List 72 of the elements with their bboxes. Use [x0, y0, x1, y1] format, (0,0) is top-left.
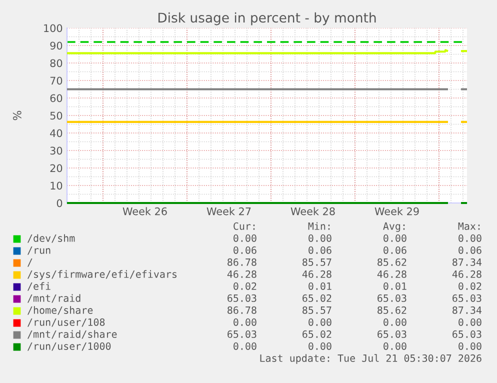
y-tick-label: 30 [50, 146, 62, 155]
text: 0.06 [458, 246, 482, 254]
text: 0.06 [384, 246, 406, 254]
text: 0.00 [458, 318, 482, 326]
legend-label: /run/user/108 [28, 318, 105, 327]
text: 0.00 [384, 234, 406, 242]
text: 0.00 [384, 318, 406, 326]
text: 65.03 [378, 294, 406, 302]
y-tick-label: 40 [50, 129, 62, 138]
text: 86.78 [228, 306, 256, 314]
text: 0.06 [234, 246, 256, 254]
legend-label: /mnt/raid [28, 294, 80, 303]
chart-title: Disk usage in percent - by month [158, 12, 376, 26]
y-tick-label: 0 [56, 199, 62, 208]
legend-label: /run/user/1000 [28, 342, 111, 351]
text: 0.02 [458, 282, 482, 290]
y-tick-label: 50 [50, 112, 62, 120]
text: 46.28 [377, 270, 406, 278]
text: 87.34 [452, 258, 482, 266]
text: 0.06 [308, 246, 332, 254]
text: 65.03 [378, 330, 406, 338]
y-tick-label: 60 [50, 94, 62, 102]
text: Last update: Tue Jul 21 05:30:07 2026 [260, 354, 482, 364]
legend-label: /sys/firmware/efi/efivars [28, 270, 177, 280]
text: Min: [308, 222, 330, 230]
text: 87.34 [452, 306, 482, 314]
text: 0.00 [234, 318, 256, 326]
x-tick-label: Week 29 [374, 207, 419, 216]
text: 65.03 [452, 294, 482, 302]
legend-label: /run [28, 246, 50, 255]
text: 85.62 [378, 306, 406, 314]
text: 0.00 [458, 234, 482, 242]
legend-label: /home/share [28, 306, 93, 315]
text: 0.00 [308, 342, 332, 350]
legend-label: /efi [28, 282, 50, 291]
text: 0.00 [458, 342, 482, 350]
text: 85.57 [302, 306, 332, 314]
text: 0.00 [384, 342, 406, 350]
text: 46.28 [452, 270, 482, 278]
y-tick-label: 100 [44, 24, 62, 32]
text: 65.03 [452, 330, 482, 338]
text: 65.02 [302, 294, 332, 302]
x-tick-label: Week 27 [206, 207, 251, 216]
text: 46.28 [227, 270, 256, 278]
text: 86.78 [228, 258, 256, 266]
y-tick-label: 20 [50, 164, 62, 172]
y-tick-label: 90 [50, 42, 62, 50]
text: 0.00 [234, 342, 256, 350]
text: 0.00 [308, 234, 332, 242]
legend-label: / [28, 258, 32, 267]
text: 46.28 [302, 270, 332, 278]
legend-label: /mnt/raid/share [28, 330, 117, 339]
text: 65.03 [228, 294, 256, 302]
text: Avg: [383, 222, 405, 232]
text: 85.62 [378, 258, 406, 266]
text: 65.03 [228, 330, 256, 338]
y-tick-label: 70 [50, 76, 62, 85]
text: 0.01 [308, 282, 332, 290]
text: 0.01 [384, 282, 406, 290]
legend-label: /dev/shm [28, 234, 75, 243]
text: 85.57 [302, 258, 332, 266]
y-tick-label: 80 [50, 59, 62, 68]
x-tick-label: Week 26 [122, 207, 167, 216]
text: 65.02 [302, 330, 332, 338]
text: 0.00 [308, 318, 332, 326]
x-tick-label: Week 28 [290, 207, 335, 216]
text: Max: [458, 222, 480, 230]
text: 0.02 [234, 282, 256, 290]
y-tick-label: 10 [50, 182, 62, 190]
y-axis-title: % [12, 110, 22, 120]
text: Cur: [234, 222, 255, 230]
text: 0.00 [234, 234, 256, 242]
